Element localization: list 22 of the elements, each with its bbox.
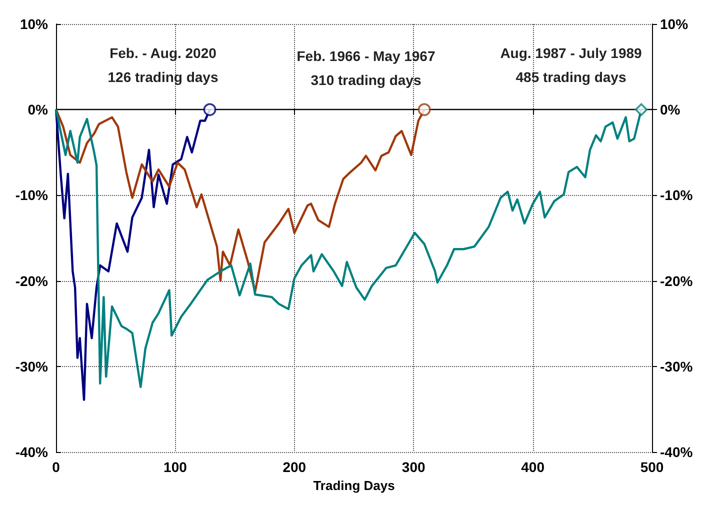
y2-tick-label: 10%	[660, 16, 689, 32]
y2-tick-label: -20%	[660, 272, 694, 289]
y-tick-label: 10%	[20, 16, 49, 32]
x-tick-label: 300	[402, 459, 426, 475]
y-tick-label: -40%	[15, 444, 49, 460]
x-tick-label: 0	[52, 459, 60, 475]
annotation: Aug. 1987 - July 1989 485 trading days	[500, 45, 642, 85]
x-tick-label: 200	[282, 459, 306, 475]
x-tick-label: 500	[640, 459, 664, 475]
y2-tick-label: -30%	[660, 358, 694, 374]
y2-tick-label: -10%	[660, 187, 694, 204]
x-tick-label: 400	[521, 459, 545, 475]
y-tick-label: -20%	[15, 272, 49, 289]
y-tick-label: -10%	[15, 187, 49, 204]
y2-tick-label: -40%	[660, 444, 694, 460]
annotation: Feb. - Aug. 2020 126 trading days	[108, 45, 218, 85]
y2-tick-label: 0%	[660, 102, 681, 118]
annotation: Feb. 1966 - May 1967 310 trading days	[296, 48, 436, 88]
y-tick-label: -30%	[15, 358, 49, 374]
y-tick-label: 0%	[28, 102, 49, 118]
x-tick-label: 100	[164, 459, 188, 475]
x-axis-title: Trading Days	[313, 478, 395, 493]
